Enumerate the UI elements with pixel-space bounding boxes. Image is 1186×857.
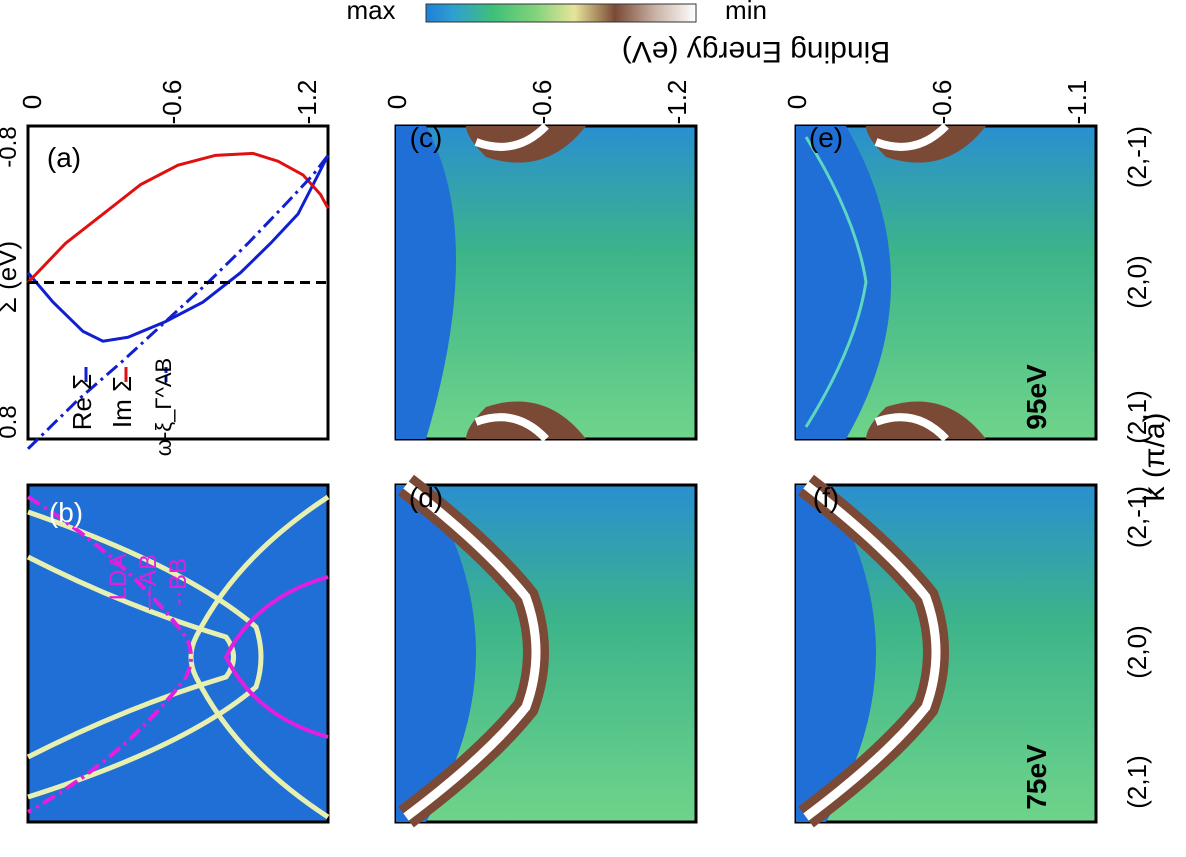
panel-c-ytick-bot: -1.2 <box>662 80 692 125</box>
panel-b-legend-bb: -·BB <box>165 558 192 606</box>
panel-b-band-3 <box>188 494 330 820</box>
panel-b-legend-lda: LDA <box>105 554 132 601</box>
panel-a-ytick-top: 0 <box>17 95 47 109</box>
legend-re-label: Re Σ <box>67 374 97 431</box>
k-tick-left-2: (2,-1) <box>1122 486 1152 548</box>
panel-d-blue-top <box>396 485 476 822</box>
y-axis-label: Binding Energy (eV) <box>622 35 890 68</box>
panel-f-blue-top <box>796 485 876 822</box>
panel-e-band-right-core <box>874 413 949 442</box>
panel-f: (f) 75eV <box>794 474 1098 828</box>
panel-d: (d) <box>394 474 698 828</box>
colorbar-max-label: max <box>346 0 395 25</box>
panel-a-xtick-left: -0.8 <box>0 126 22 167</box>
panel-c: (c) 0 -0.6 -1.2 <box>382 80 698 442</box>
k-tick-right-2: (2,1) <box>1122 755 1152 808</box>
photon-energy-left: 95eV <box>1021 364 1052 430</box>
panel-a-label: (a) <box>47 142 81 173</box>
panel-e-ytick-bot: -1.1 <box>1062 80 1092 125</box>
panel-c-band-right-core <box>474 413 549 442</box>
legend-omega-label: ω-ξ_Γ^AB <box>151 358 176 456</box>
k-axis: (2,-1) (2,0) (2,1) (2,-1) (2,0) (2,1) k … <box>1122 126 1171 809</box>
panel-f-band-core <box>803 481 941 821</box>
colorbar-strip <box>425 3 697 23</box>
panel-b-label: (b) <box>49 497 83 528</box>
panel-e-ytick-mid: -0.6 <box>927 80 957 125</box>
photon-energy-right: 75eV <box>1021 744 1052 810</box>
panel-c-band-left-core <box>474 123 549 151</box>
panel-e-band-left-core <box>874 123 949 151</box>
panel-a-ytick-mid: -0.6 <box>157 80 187 125</box>
k-tick-mid-1: (2,0) <box>1122 255 1152 308</box>
panel-a-lines <box>26 151 330 450</box>
panel-e-ytick-top: 0 <box>782 95 812 109</box>
panel-d-band-core <box>403 481 541 821</box>
k-tick-mid-2: (2,0) <box>1122 625 1152 678</box>
panel-b-bg <box>26 483 330 824</box>
panel-e-label: (e) <box>809 122 843 153</box>
panel-a-legend: Re Σ Im Σ ω-ξ_Γ^AB <box>67 358 176 456</box>
legend-im-label: Im Σ <box>107 376 137 428</box>
panel-a-ytick-bot: -1.2 <box>292 80 322 125</box>
panel-a-series-0 <box>26 154 330 343</box>
panel-a: (a) 0 -0.6 -1.2 -0.8 0.8 Σ (eV) Re Σ Im … <box>0 80 330 456</box>
panel-e-surface-state <box>804 136 868 428</box>
panel-b: (b) LDA —AB -·BB <box>26 483 330 824</box>
k-axis-label: k (π/a) <box>1138 412 1171 501</box>
panel-a-xtick-right: 0.8 <box>0 405 22 438</box>
colorbar-min-label: min <box>725 0 767 25</box>
k-tick-right-1: (2,1) <box>1122 390 1152 443</box>
panel-e: (e) 0 -0.6 -1.1 95eV <box>782 80 1098 442</box>
panel-f-label: (f) <box>813 482 839 513</box>
k-tick-left-1: (2,-1) <box>1122 126 1152 188</box>
colorbar: max min <box>346 0 767 25</box>
panel-d-label: (d) <box>409 482 443 513</box>
panel-b-band-1 <box>27 509 264 800</box>
panel-a-xlabel: Σ (eV) <box>0 241 22 313</box>
panel-b-legend-ab: —AB <box>135 554 162 610</box>
panel-c-ytick-mid: -0.6 <box>527 80 557 125</box>
panel-c-ytick-top: 0 <box>382 95 412 109</box>
panel-b-lda-ab <box>223 575 329 739</box>
panel-e-blue-top <box>796 126 891 439</box>
panel-b-band-2 <box>26 554 236 760</box>
panel-c-blue-top <box>396 126 456 439</box>
panel-b-lda-bb <box>26 495 193 814</box>
panel-c-label: (c) <box>410 122 443 153</box>
